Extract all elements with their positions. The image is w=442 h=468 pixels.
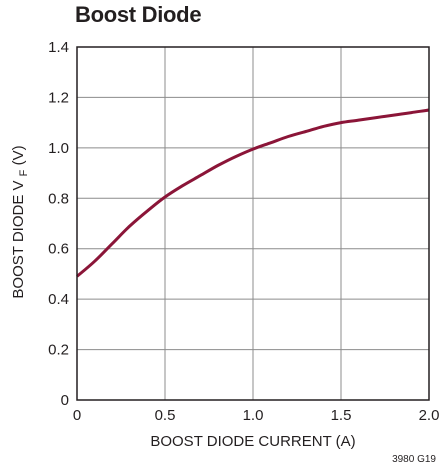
y-axis-label: BOOST DIODE V F (V): [10, 145, 31, 298]
plot-frame: [76, 46, 430, 401]
y-axis-label-main: BOOST DIODE V: [10, 180, 27, 298]
y-tick-label: 1.2: [48, 89, 69, 106]
x-tick-labels: 0 0.5 1.0 1.5 2.0: [73, 407, 440, 424]
y-tick-label: 1.0: [48, 140, 69, 157]
x-tick-label: 1.5: [331, 407, 352, 424]
x-tick-label: 0.5: [155, 407, 176, 424]
figure-code: 3980 G19: [392, 454, 436, 465]
y-axis-label-subscript: F: [18, 169, 30, 176]
y-tick-label: 0.6: [48, 241, 69, 258]
y-tick-labels: 0 0.2 0.4 0.6 0.8 1.0 1.2 1.4: [48, 39, 69, 409]
curve-layer: [76, 108, 430, 278]
chart-title: Boost Diode: [75, 2, 202, 27]
y-tick-label: 0.8: [48, 190, 69, 207]
y-tick-label: 0.2: [48, 342, 69, 359]
y-tick-label: 0: [61, 392, 69, 409]
x-tick-label: 2.0: [419, 407, 440, 424]
x-axis-label: BOOST DIODE CURRENT (A): [150, 433, 355, 450]
x-tick-label: 1.0: [243, 407, 264, 424]
grid-lines: [77, 47, 429, 400]
y-tick-label: 0.4: [48, 291, 69, 308]
y-axis-label-unit: (V): [10, 145, 27, 165]
y-tick-label: 1.4: [48, 39, 69, 56]
x-tick-label: 0: [73, 407, 81, 424]
vf-curve: [76, 108, 430, 278]
